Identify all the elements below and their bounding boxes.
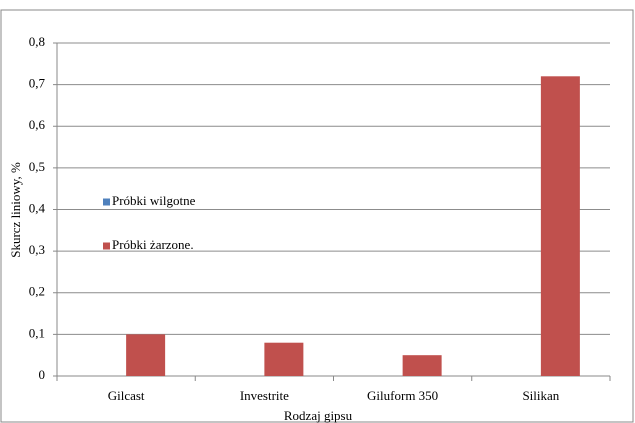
x-tick-label: Gilcast <box>108 388 145 403</box>
x-tick-label: Silikan <box>522 388 559 403</box>
y-tick-label: 0 <box>39 367 46 382</box>
x-tick-label: Giluform 350 <box>367 388 438 403</box>
x-axis-title: Rodzaj gipsu <box>284 408 353 423</box>
y-tick-label: 0,6 <box>29 117 46 132</box>
y-tick-label: 0,5 <box>29 159 45 174</box>
y-tick-label: 0,2 <box>29 284 45 299</box>
bar <box>540 76 580 377</box>
bar <box>126 334 166 376</box>
y-axis-title: Skurcz liniowy, % <box>8 162 23 258</box>
legend-label: Próbki wilgotne <box>112 193 196 208</box>
x-tick-label: Investrite <box>240 388 289 403</box>
y-tick-label: 0,3 <box>29 242 45 257</box>
bar <box>264 342 304 376</box>
y-tick-label: 0,1 <box>29 325 45 340</box>
chart-frame <box>0 9 634 423</box>
legend-swatch <box>103 242 110 250</box>
legend-label: Próbki żarzone. <box>112 237 194 252</box>
y-tick-label: 0,8 <box>29 34 45 49</box>
legend-swatch <box>103 198 110 206</box>
y-tick-label: 0,7 <box>29 76 46 91</box>
bar <box>402 355 442 376</box>
y-tick-label: 0,4 <box>29 200 46 215</box>
